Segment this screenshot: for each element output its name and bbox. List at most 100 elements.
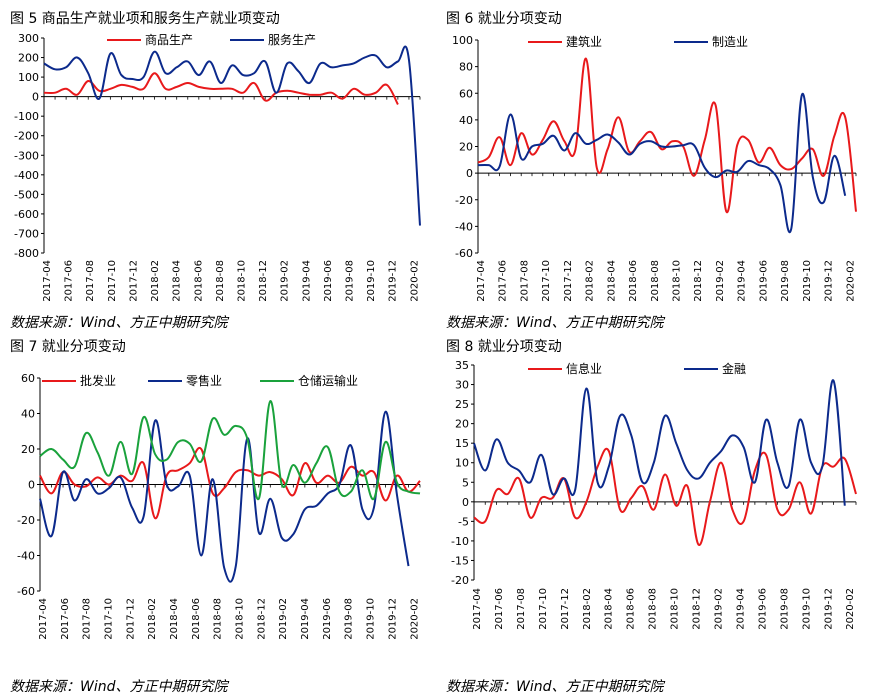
chart8-title: 图 8 就业分项变动 xyxy=(446,339,562,355)
chart8-y-tick-label: 20 xyxy=(455,418,469,431)
chart7-series-2-line xyxy=(39,400,421,500)
chart6-x-tick-label: 2018-02 xyxy=(585,260,596,302)
chart5-x-tick-label: 2019-12 xyxy=(388,260,399,302)
chart7-legend-label: 零售业 xyxy=(186,373,222,388)
chart8-y-tick-label: 15 xyxy=(455,437,469,450)
chart6-x-tick-label: 2017-12 xyxy=(563,260,574,302)
chart6-x-tick-label: 2018-04 xyxy=(606,260,617,302)
chart5-x-tick-label: 2019-02 xyxy=(280,260,291,302)
chart6-y-tick-label: -20 xyxy=(455,194,473,207)
chart8-x-tick-label: 2019-06 xyxy=(757,588,768,630)
chart7-legend-label: 仓储运输业 xyxy=(298,373,358,388)
chart6-y-tick-label: 80 xyxy=(459,61,473,74)
chart5-y-tick-label: 100 xyxy=(18,71,39,84)
chart5-title: 图 5 商品生产就业项和服务生产就业项变动 xyxy=(10,11,280,27)
chart6-x-tick-label: 2019-02 xyxy=(715,260,726,302)
chart5-y-tick-label: 200 xyxy=(18,52,39,65)
chart6-x-tick-label: 2019-12 xyxy=(824,260,835,302)
chart5-x-tick-label: 2019-04 xyxy=(301,260,312,302)
chart8-x-tick-label: 2019-04 xyxy=(735,588,746,630)
chart8-x-tick-label: 2018-12 xyxy=(692,588,703,630)
chart6-x-tick-label: 2018-06 xyxy=(628,260,639,302)
chart5-legend-label: 服务生产 xyxy=(268,32,316,47)
chart8-y-tick-label: 35 xyxy=(455,359,469,372)
chart7-x-tick-label: 2017-12 xyxy=(125,598,136,640)
chart5-x-tick-label: 2017-10 xyxy=(107,260,118,302)
chart8-y-tick-label: 0 xyxy=(462,496,469,509)
chart8-x-tick-label: 2018-10 xyxy=(670,588,681,630)
chart7-x-tick-label: 2019-12 xyxy=(387,598,398,640)
chart6-y-tick-label: 20 xyxy=(459,141,473,154)
chart7-x-tick-label: 2019-08 xyxy=(344,598,355,640)
chart6-x-tick-label: 2019-04 xyxy=(737,260,748,302)
chart8-y-tick-label: 30 xyxy=(455,379,469,392)
chart5-x-tick-label: 2017-08 xyxy=(85,260,96,302)
chart8-legend-label: 金融 xyxy=(722,361,746,376)
chart7-y-tick-label: 60 xyxy=(21,372,35,385)
chart7-y-tick-label: -40 xyxy=(17,550,35,563)
chart6-y-tick-label: 0 xyxy=(466,167,473,180)
chart5-series-1-line xyxy=(43,45,421,226)
chart6-y-tick-label: 60 xyxy=(459,87,473,100)
chart6-y-tick-label: 40 xyxy=(459,114,473,127)
chart5-x-tick-label: 2018-04 xyxy=(172,260,183,302)
chart7-x-tick-label: 2019-04 xyxy=(300,598,311,640)
chart6-y-tick-label: 100 xyxy=(452,34,473,47)
chart8-series-1-line xyxy=(473,379,846,506)
chart8-y-tick-label: -10 xyxy=(451,535,469,548)
chart6-x-tick-label: 2017-10 xyxy=(541,260,552,302)
chart7-series-1-line xyxy=(39,410,410,583)
chart6-x-tick-label: 2018-12 xyxy=(693,260,704,302)
chart7-x-tick-label: 2017-08 xyxy=(82,598,93,640)
chart6-x-tick-label: 2017-06 xyxy=(498,260,509,302)
chart5-y-tick-label: -700 xyxy=(14,227,39,240)
chart5-y-tick-label: 300 xyxy=(18,32,39,45)
chart5-y-tick-label: -100 xyxy=(14,110,39,123)
chart5-x-tick-label: 2017-04 xyxy=(42,260,53,302)
chart7-x-tick-label: 2019-10 xyxy=(366,598,377,640)
chart5-legend-label: 商品生产 xyxy=(145,32,193,47)
chart8-x-tick-label: 2017-08 xyxy=(516,588,527,630)
chart6-x-tick-label: 2017-04 xyxy=(476,260,487,302)
chart6-legend-label: 制造业 xyxy=(712,35,748,49)
chart5-x-tick-label: 2018-06 xyxy=(193,260,204,302)
chart8-y-tick-label: -5 xyxy=(458,515,469,528)
chart7-y-tick-label: -60 xyxy=(17,585,35,598)
chart7-legend-label: 批发业 xyxy=(80,373,116,388)
chart5-x-tick-label: 2019-08 xyxy=(345,260,356,302)
chart8-x-tick-label: 2017-12 xyxy=(560,588,571,630)
chart8-x-tick-label: 2018-06 xyxy=(626,588,637,630)
chart6-title: 图 6 就业分项变动 xyxy=(446,11,562,27)
chart6-x-tick-label: 2019-10 xyxy=(802,260,813,302)
chart6-series-1-line xyxy=(477,92,847,234)
chart6-legend-label: 建筑业 xyxy=(566,34,602,49)
chart8-x-tick-label: 2018-08 xyxy=(648,588,659,630)
chart6-y-tick-label: -40 xyxy=(455,220,473,233)
chart5-y-tick-label: -800 xyxy=(14,247,39,260)
chart6-series-0-line xyxy=(477,57,857,213)
chart8-legend-label: 信息业 xyxy=(566,361,602,376)
chart6-x-tick-label: 2017-08 xyxy=(519,260,530,302)
chart8-y-tick-label: 10 xyxy=(455,457,469,470)
chart7-x-tick-label: 2018-02 xyxy=(147,598,158,640)
chart5-x-tick-label: 2018-08 xyxy=(215,260,226,302)
chart5-y-tick-label: -500 xyxy=(14,188,39,201)
chart8-y-tick-label: 25 xyxy=(455,398,469,411)
chart8-x-tick-label: 2017-06 xyxy=(494,588,505,630)
chart8-x-tick-label: 2019-02 xyxy=(713,588,724,630)
chart5-x-tick-label: 2018-02 xyxy=(150,260,161,302)
chart6-x-tick-label: 2020-02 xyxy=(845,260,856,302)
chart5-x-tick-label: 2019-06 xyxy=(323,260,334,302)
chart7-x-tick-label: 2018-10 xyxy=(235,598,246,640)
chart5-x-tick-label: 2020-02 xyxy=(409,260,420,302)
chart8-x-tick-label: 2019-08 xyxy=(779,588,790,630)
chart6-x-tick-label: 2018-08 xyxy=(650,260,661,302)
chart5-x-tick-label: 2017-12 xyxy=(128,260,139,302)
chart6-source: 数据来源：Wind、方正中期研究院 xyxy=(446,315,664,331)
chart7-x-tick-label: 2018-06 xyxy=(191,598,202,640)
chart8-x-tick-label: 2020-02 xyxy=(845,588,856,630)
